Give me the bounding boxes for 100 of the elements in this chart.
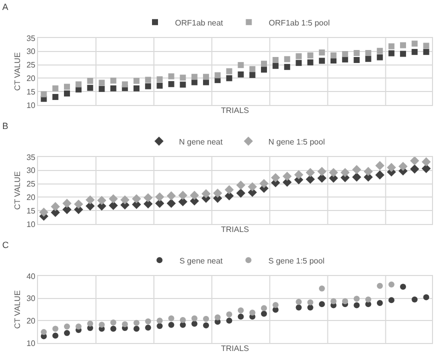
point (166, 198, 176, 208)
point (400, 50, 406, 57)
point (203, 74, 210, 80)
point (364, 166, 373, 176)
point (272, 302, 279, 308)
point (306, 168, 315, 178)
point (330, 52, 336, 58)
point (376, 54, 383, 60)
point (213, 188, 222, 198)
point (168, 81, 174, 88)
point (412, 296, 418, 302)
point (249, 310, 256, 316)
point (328, 168, 338, 178)
y-tick-label: 30 (26, 294, 36, 304)
point (64, 330, 70, 336)
point (376, 48, 383, 54)
chart-title: C (2, 240, 10, 250)
y-axis-title: CT VALUE (13, 290, 22, 329)
point (40, 329, 47, 336)
point (226, 68, 232, 74)
point (87, 78, 94, 84)
point (108, 200, 118, 210)
point (236, 188, 246, 198)
point (238, 314, 244, 320)
point (296, 304, 302, 310)
point (168, 73, 174, 80)
point (214, 314, 221, 320)
point (168, 315, 174, 322)
point (156, 82, 163, 89)
point (110, 319, 116, 326)
point (191, 74, 198, 80)
point (64, 323, 70, 330)
point (423, 48, 430, 55)
point (238, 62, 244, 68)
y-tick-label: 10 (26, 100, 36, 110)
point (354, 56, 360, 63)
point (156, 323, 163, 330)
point (191, 320, 198, 327)
point (238, 71, 244, 78)
point (307, 299, 314, 306)
legend-label: ORF1ab 1:5 pool (268, 18, 330, 28)
point (260, 310, 267, 317)
point (145, 76, 152, 83)
point (296, 60, 302, 66)
point (284, 56, 290, 62)
point (156, 318, 163, 324)
point (156, 76, 163, 82)
point (340, 168, 350, 178)
point (238, 307, 244, 314)
point (410, 156, 420, 166)
point (98, 80, 105, 86)
y-tick-label: 10 (26, 220, 36, 229)
point (236, 180, 246, 190)
point (178, 190, 188, 200)
chart-title: B (2, 120, 8, 131)
legend-label: N gene neat (179, 137, 224, 146)
point (388, 297, 394, 304)
point (74, 200, 84, 209)
point (365, 56, 372, 62)
point (306, 174, 315, 184)
point (134, 320, 140, 326)
point (134, 326, 140, 332)
point (388, 281, 394, 288)
point (318, 301, 325, 308)
point (260, 305, 267, 312)
x-axis-title: TRIALS (220, 344, 250, 354)
point (352, 172, 362, 182)
point (296, 53, 302, 60)
point (330, 298, 336, 304)
point (400, 42, 406, 48)
legend-label: S gene 1:5 pool (268, 256, 325, 266)
point (122, 321, 128, 328)
point (376, 300, 383, 306)
y-tick-label: 10 (26, 338, 36, 348)
point (52, 94, 58, 100)
y-tick-label: 15 (26, 87, 36, 96)
point (52, 85, 58, 92)
y-tick-label: 35 (26, 152, 36, 162)
point (98, 86, 105, 92)
x-axis-title: TRIALS (220, 225, 250, 234)
point (122, 81, 128, 88)
point (203, 316, 210, 322)
point (62, 198, 72, 208)
point (64, 90, 70, 96)
point (87, 320, 94, 327)
point (145, 318, 152, 324)
point (110, 78, 116, 84)
y-tick-label: 20 (26, 316, 36, 326)
point (398, 162, 408, 171)
point (422, 157, 431, 166)
legend-label: N gene 1:5 pool (268, 137, 326, 146)
point (354, 296, 360, 302)
point (226, 318, 232, 324)
point (226, 311, 232, 318)
point (375, 161, 384, 170)
point (201, 189, 211, 198)
point (422, 164, 431, 174)
point (294, 170, 304, 180)
point (87, 84, 94, 91)
point (120, 195, 130, 204)
